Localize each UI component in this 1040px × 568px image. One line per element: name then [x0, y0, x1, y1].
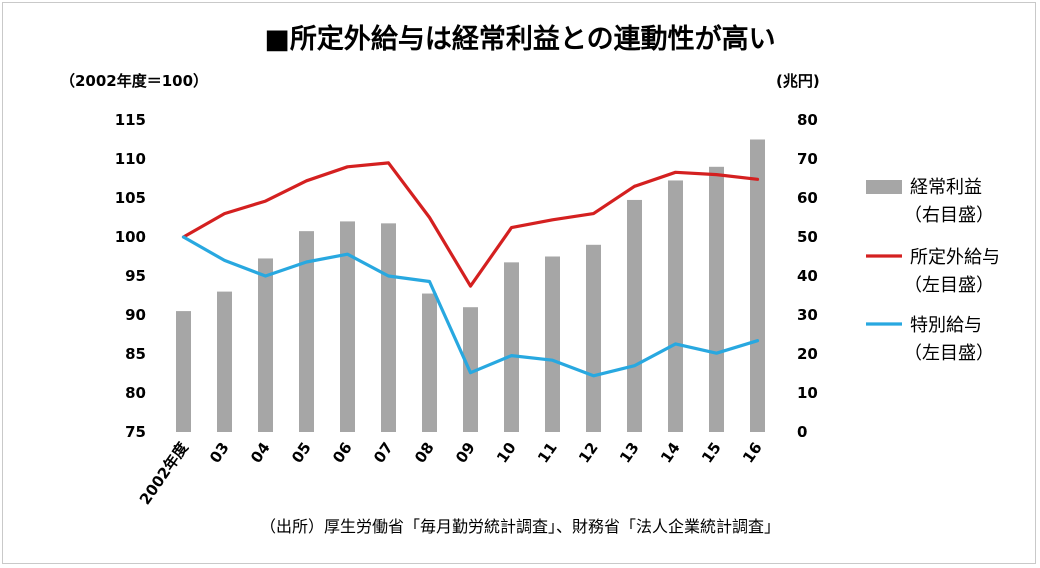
left-tick-label: 85 — [125, 345, 146, 363]
source-note: （出所）厚生労働省「毎月勤労統計調査」、財務省「法人企業統計調査」 — [260, 517, 780, 536]
left-axis-label: （2002年度＝100） — [60, 72, 208, 90]
x-tick-label: 13 — [616, 439, 643, 466]
right-tick-label: 20 — [797, 345, 818, 363]
legend-axis-note: （左目盛） — [904, 343, 994, 364]
right-tick-label: 40 — [797, 267, 818, 285]
left-tick-label: 115 — [115, 111, 146, 129]
x-tick-label: 09 — [452, 439, 479, 466]
bar-keijo-rieki — [504, 262, 519, 432]
legend-label: 所定外給与 — [910, 247, 1000, 268]
legend-item-tokubetsu-kyuyo: 特別給与 （左目盛） — [866, 315, 994, 364]
line-tokubetsu-kyuyo — [181, 235, 760, 378]
bar-keijo-rieki — [627, 199, 642, 432]
left-tick-label: 90 — [125, 306, 146, 324]
right-tick-label: 0 — [797, 423, 807, 441]
left-tick-label: 75 — [125, 423, 146, 441]
right-tick-label: 50 — [797, 228, 818, 246]
bar-keijo-rieki — [422, 293, 437, 432]
x-tick-label: 08 — [411, 439, 438, 466]
left-tick-label: 105 — [115, 189, 146, 207]
x-tick-label: 15 — [698, 439, 725, 466]
line-series-group — [181, 161, 760, 378]
left-tick-label: 100 — [115, 228, 146, 246]
legend-swatch — [866, 180, 902, 194]
legend: 経常利益 （右目盛） 所定外給与 （左目盛） 特別給与 （左目盛） — [866, 177, 1000, 364]
x-tick-label: 2002年度 — [136, 438, 192, 508]
legend-label: 経常利益 — [910, 177, 982, 198]
right-tick-label: 10 — [797, 384, 818, 402]
bar-keijo-rieki — [258, 258, 273, 432]
bar-keijo-rieki — [750, 139, 765, 432]
bar-keijo-rieki — [176, 311, 191, 432]
x-tick-label: 07 — [370, 439, 397, 466]
legend-item-keijo-rieki: 経常利益 （右目盛） — [866, 177, 994, 226]
right-tick-label: 80 — [797, 111, 818, 129]
bar-keijo-rieki — [586, 244, 601, 432]
line-shoteigai-kyuyo — [181, 161, 760, 288]
bar-keijo-rieki — [217, 291, 232, 432]
legend-axis-note: （左目盛） — [904, 275, 994, 296]
bar-keijo-rieki — [709, 166, 724, 433]
x-tick-label: 14 — [657, 439, 684, 466]
right-tick-label: 70 — [797, 150, 818, 168]
x-tick-label: 11 — [534, 439, 561, 466]
left-tick-label: 80 — [125, 384, 146, 402]
x-tick-label: 06 — [329, 439, 356, 466]
right-tick-label: 60 — [797, 189, 818, 207]
x-axis-ticks: 2002年度 03 04 05 06 07 08 09 10 11 12 13 14 15 16 — [136, 438, 766, 508]
x-tick-label: 05 — [288, 439, 315, 466]
chart-title: ■所定外給与は経常利益との連動性が高い — [264, 23, 775, 55]
bar-keijo-rieki — [381, 223, 396, 432]
legend-label: 特別給与 — [910, 315, 982, 336]
x-tick-label: 04 — [247, 439, 274, 466]
x-tick-label: 16 — [739, 439, 766, 466]
x-tick-label: 03 — [206, 439, 233, 466]
bar-keijo-rieki — [299, 231, 314, 432]
bar-keijo-rieki — [545, 256, 560, 432]
left-tick-label: 95 — [125, 267, 146, 285]
left-tick-label: 110 — [115, 150, 146, 168]
left-axis-ticks: 115 110 105 100 95 90 85 80 75 — [115, 111, 146, 441]
legend-item-shoteigai-kyuyo: 所定外給与 （左目盛） — [866, 247, 1000, 296]
right-tick-label: 30 — [797, 306, 818, 324]
bar-keijo-rieki — [340, 221, 355, 432]
right-axis-label: (兆円) — [776, 72, 820, 90]
bar-keijo-rieki — [668, 180, 683, 432]
x-tick-label: 12 — [575, 439, 602, 466]
right-axis-ticks: 80 70 60 50 40 30 20 10 0 — [797, 111, 818, 441]
legend-axis-note: （右目盛） — [904, 205, 994, 226]
x-tick-label: 10 — [493, 439, 520, 466]
